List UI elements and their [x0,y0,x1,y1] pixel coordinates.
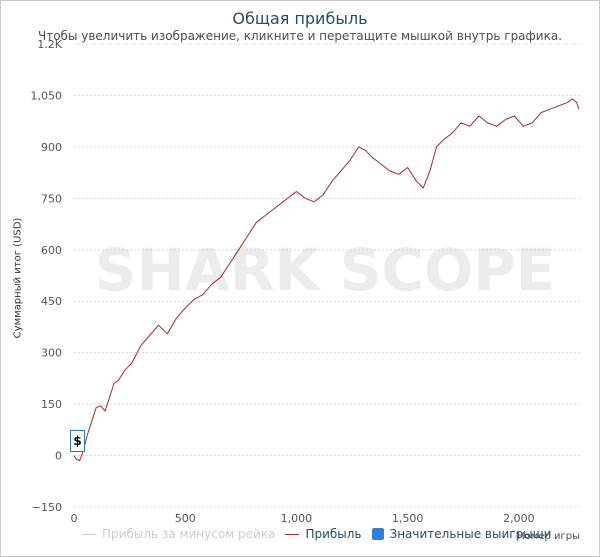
y-tick-label: 1,050 [31,89,63,102]
x-axis-label: Номер игры [517,531,580,542]
y-tick-label: −150 [32,501,62,514]
series-group [73,98,580,462]
y-tick-label: 300 [41,347,62,360]
legend-item-rake[interactable]: Прибыль за минусом рейка [82,527,275,541]
watermark-text: SHARK SCOPE [95,236,556,304]
chart-subtitle: Чтобы увеличить изображение, кликните и … [37,29,563,43]
series-line-profit[interactable] [73,98,580,462]
grid-lines [74,43,580,508]
legend-label: Прибыль за минусом рейка [102,527,276,541]
x-tick-label: 500 [175,512,196,525]
legend-line-icon [82,533,96,535]
y-tick-label: 900 [41,141,62,154]
legend: Прибыль за минусом рейка Прибыль Значите… [82,527,561,541]
x-tick-label: 2,000 [503,512,535,525]
x-tick-label: 1,500 [392,512,424,525]
y-tick-label: 150 [41,398,62,411]
chart-title: Общая прибыль [232,9,368,28]
significant-win-marker[interactable]: $ [70,430,85,452]
x-tick-label: 1,000 [281,512,313,525]
y-tick-label: 600 [41,244,62,257]
legend-item-profit[interactable]: Прибыль [285,527,362,541]
y-tick-label: 750 [41,192,62,205]
y-tick-label: 1.2K [37,38,62,51]
y-tick-label: 450 [41,295,62,308]
y-tick-labels: −150 0 150 300 450 600 750 900 1,050 1.2K [31,38,63,514]
legend-label: Прибыль [305,527,362,541]
legend-item-big-wins[interactable]: Значительные выигрыши [371,527,552,541]
x-tick-labels: 0 500 1,000 1,500 2,000 [71,512,535,525]
y-tick-label: 0 [55,450,62,463]
x-tick-label: 0 [71,512,78,525]
legend-line-icon [285,533,300,535]
legend-label: Значительные выигрыши [389,527,552,541]
legend-square-icon [371,528,384,540]
